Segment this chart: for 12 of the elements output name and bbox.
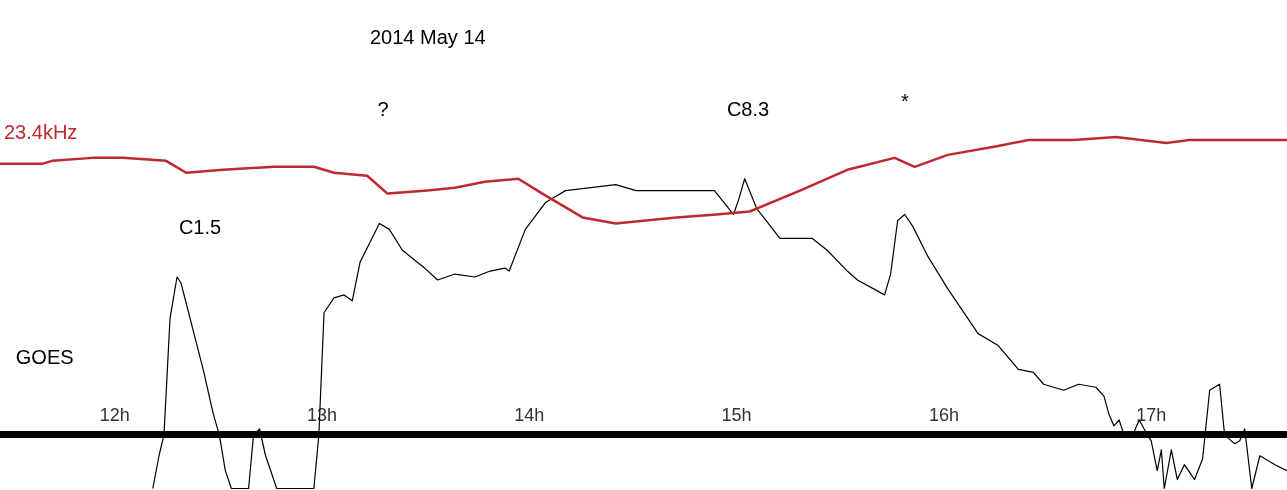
chart-title: 2014 May 14 [370, 26, 486, 49]
x-tick-label: 14h [514, 404, 545, 425]
x-tick-label: 17h [1136, 404, 1167, 425]
text: GOES [15, 346, 74, 369]
series-label: 23.4kHz [4, 121, 78, 144]
text: C8.3 [726, 97, 770, 120]
x-tick-label: 15h [721, 404, 752, 425]
text: ? [377, 97, 389, 120]
x-tick-label: 12h [99, 404, 130, 425]
x-tick-label: 16h [928, 404, 959, 425]
text: * [901, 89, 910, 112]
annotation: C1.5 [178, 215, 222, 238]
